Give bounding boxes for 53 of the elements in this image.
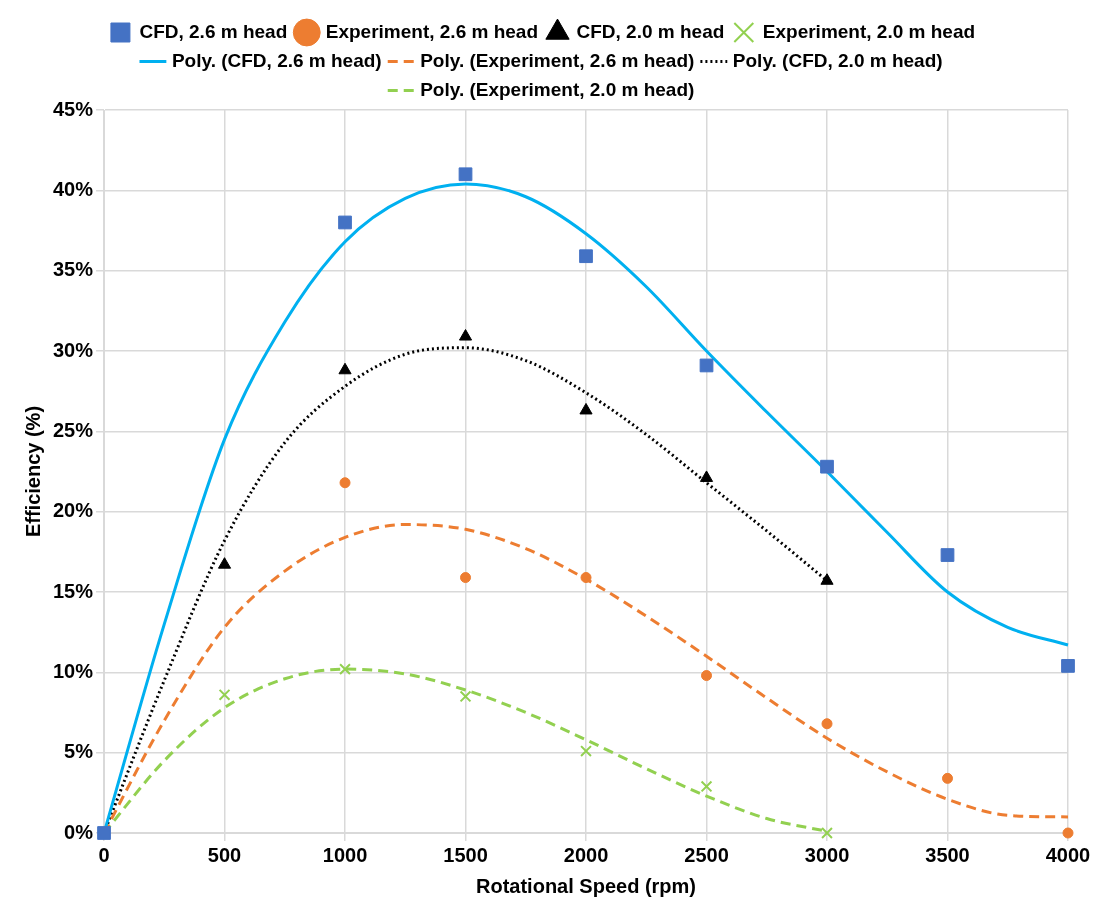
legend-label: Experiment, 2.6 m head (325, 20, 538, 42)
y-tick-label: 5% (64, 740, 94, 763)
y-tick-label: 25% (53, 418, 94, 441)
x-axis-title: Rotational Speed (rpm) (476, 874, 697, 897)
point (339, 663, 351, 676)
y-tick-label: 10% (53, 659, 94, 682)
legend-label: CFD, 2.6 m head (139, 20, 288, 42)
point (580, 745, 592, 758)
point (338, 362, 352, 375)
x-tick-label: 0 (98, 843, 110, 866)
x-tick-label: 2500 (684, 843, 729, 866)
point (579, 249, 593, 264)
y-tick-label: 35% (53, 258, 94, 281)
legend-label: Poly. (Experiment, 2.0 m head) (420, 78, 695, 100)
point (699, 358, 714, 373)
point (940, 548, 955, 562)
point (700, 780, 713, 793)
point (217, 557, 232, 569)
x-tick-label: 3000 (804, 843, 850, 866)
point (821, 718, 833, 730)
point (579, 402, 593, 415)
y-tick-label: 45% (53, 97, 94, 120)
point (460, 572, 472, 584)
y-tick-label: 0% (64, 820, 94, 843)
point (699, 470, 714, 482)
y-tick-label: 40% (53, 177, 94, 200)
legend-label: Experiment, 2.0 m head (762, 20, 976, 42)
y-tick-label: 20% (53, 499, 94, 522)
x-tick-label: 2000 (563, 843, 609, 866)
y-axis-title: Efficiency (%) (21, 405, 44, 538)
x-tick-label: 1500 (443, 843, 488, 866)
legend-label: Poly. (CFD, 2.0 m head) (732, 49, 943, 71)
y-tick-label: 30% (53, 338, 94, 361)
x-tick-label: 1000 (322, 843, 368, 866)
point (942, 772, 953, 784)
point (820, 459, 834, 474)
legend-label: Poly. (CFD, 2.6 m head) (171, 49, 382, 71)
point (459, 690, 472, 703)
point (580, 572, 592, 584)
point (338, 215, 352, 230)
point (218, 688, 231, 701)
x-tick-label: 4000 (1045, 843, 1091, 866)
x-tick-label: 3500 (925, 843, 970, 866)
x-tick-label: 500 (207, 843, 242, 866)
y-tick-label: 15% (53, 579, 94, 602)
point (701, 670, 713, 682)
point (820, 573, 834, 585)
point (339, 477, 351, 489)
legend-label: Poly. (Experiment, 2.6 m head) (420, 49, 695, 71)
point (458, 329, 473, 341)
point (458, 167, 473, 182)
legend-label: CFD, 2.0 m head (576, 20, 725, 42)
point (1061, 659, 1075, 673)
